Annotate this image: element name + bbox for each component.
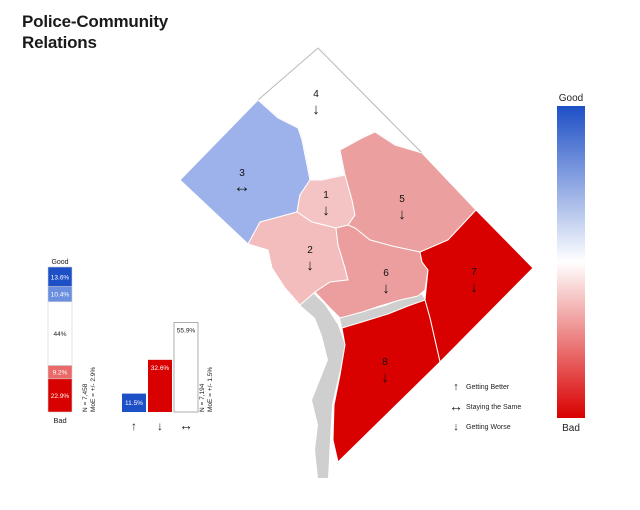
trend-bar: [122, 393, 146, 412]
trend-legend: ↑ Getting Better ↔ Staying the Same ↓ Ge…: [449, 381, 521, 433]
ward-8-arrow: ↓: [381, 369, 389, 386]
ward-6-number: 6: [383, 268, 389, 279]
ward-5-number: 5: [399, 194, 405, 205]
trend-bar-label: 11.5%: [125, 400, 143, 407]
rating-bottom-label: Bad: [53, 416, 66, 425]
legend-up-icon: ↑: [453, 381, 459, 393]
color-scale-bar: [557, 106, 585, 418]
ward-2-number: 2: [307, 245, 313, 256]
ward-4-arrow: ↓: [312, 101, 320, 118]
trend-n-text: N = 7,194: [199, 383, 206, 412]
legend-down-text: Getting Worse: [466, 424, 511, 431]
legend-same-icon: ↔: [449, 398, 463, 414]
ward-4-number: 4: [313, 89, 319, 100]
legend-same-text: Staying the Same: [466, 404, 521, 411]
scale-bad-label: Bad: [562, 423, 580, 434]
legend-down-icon: ↓: [453, 421, 459, 433]
ward-7-arrow: ↓: [470, 279, 478, 296]
ward-1-number: 1: [323, 190, 329, 201]
river: [250, 230, 425, 478]
trend-bar: [148, 359, 172, 412]
rating-segment: [47, 378, 73, 413]
rating-segment-label: 9.2%: [53, 370, 68, 377]
rating-segment-label: 44%: [53, 331, 66, 338]
ward-3-number: 3: [239, 168, 245, 179]
trend-bar-label: 32.6%: [151, 365, 170, 372]
ward-1-arrow: ↓: [322, 202, 330, 219]
page-title: Police-Community Relations: [22, 11, 168, 53]
ward-8-number: 8: [382, 357, 388, 368]
ward-8-region[interactable]: [332, 299, 441, 463]
rating-segment-label: 22.9%: [51, 393, 70, 400]
ward-2-arrow: ↓: [306, 257, 314, 274]
ward-5-arrow: ↓: [398, 206, 406, 223]
rating-segment-label: 13.6%: [51, 274, 70, 281]
rating-n-text: N = 7,458: [82, 383, 89, 412]
rating-moe-text: MoE = +/- 2.9%: [90, 367, 97, 412]
title-line-2: Relations: [22, 33, 97, 52]
rating-segment-label: 10.4%: [51, 292, 70, 299]
rating-stacked-bar: 13.6% 10.4% 44% 9.2% 22.9%: [47, 266, 73, 413]
trend-bar-icon: ↑: [131, 419, 137, 433]
ward-labels: 4 ↓ 3 ↔ 1 ↓ 5 ↓ 2 ↓ 6 ↓ 7 ↓ 8 ↓: [234, 89, 478, 386]
ward-7-region[interactable]: [419, 209, 534, 363]
trend-bar-icon: ↔: [179, 417, 193, 433]
wards: [179, 47, 534, 463]
trend-bar-icon: ↓: [157, 419, 163, 433]
trend-bar-label: 55.9%: [177, 328, 196, 335]
title-line-1: Police-Community: [22, 12, 169, 31]
ward-3-arrow: ↔: [234, 177, 251, 196]
trend-moe-text: MoE = +/- 1.5%: [207, 367, 214, 412]
ward-6-region[interactable]: [314, 224, 429, 319]
rating-segment: [47, 301, 73, 366]
legend-up-text: Getting Better: [466, 384, 510, 391]
trend-bar: [173, 322, 199, 413]
ward-6-arrow: ↓: [382, 280, 390, 297]
scale-good-label: Good: [559, 93, 583, 104]
ward-7-number: 7: [471, 267, 477, 278]
rating-top-label: Good: [51, 259, 68, 266]
trend-bar-chart: 11.5% ↑ 32.6% ↓ 55.9% ↔: [122, 322, 199, 433]
